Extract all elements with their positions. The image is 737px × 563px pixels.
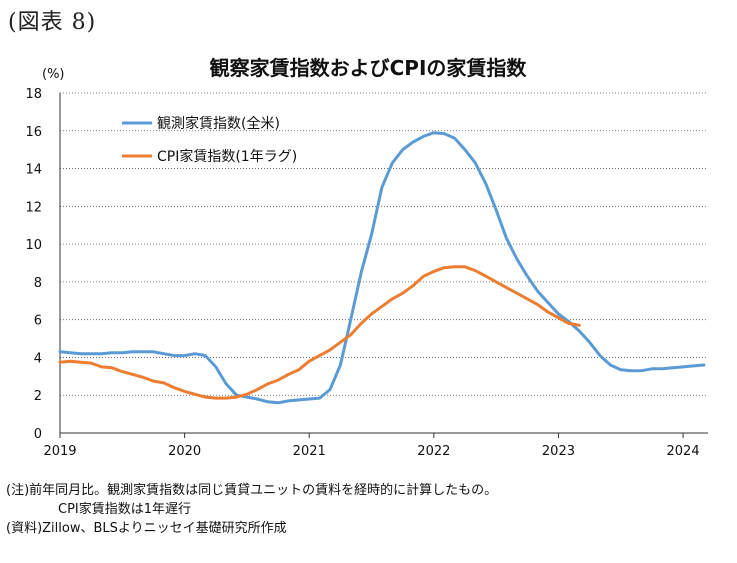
notes: (注)前年同月比。観測家賃指数は同じ賃貸ユニットの賃料を経時的に計算したもの。 … (6, 481, 497, 538)
y-tick-14: 14 (25, 163, 42, 178)
legend-label-2: CPI家賃指数(1年ラグ) (157, 148, 297, 165)
y-axis-unit: (%) (42, 67, 65, 82)
y-tick-8: 8 (34, 276, 42, 291)
y-tick-labels: 0 2 4 6 8 10 12 14 16 18 (25, 87, 42, 442)
figure-label: (図表 8) (8, 10, 97, 35)
y-tick-2: 2 (34, 389, 42, 404)
x-tick-labels: 2019 2020 2021 2022 2023 2024 (43, 433, 700, 459)
y-tick-12: 12 (25, 200, 42, 215)
axes (59, 93, 708, 434)
x-tick-2020: 2020 (168, 444, 201, 459)
y-tick-0: 0 (34, 427, 42, 442)
series-lines (58, 131, 706, 405)
source-line: (資料)Zillow、BLSよりニッセイ基礎研究所作成 (6, 521, 287, 536)
y-tick-16: 16 (25, 125, 42, 140)
gridlines (60, 92, 708, 396)
line-chart: 観察家賃指数およびCPIの家賃指数 (%) 0 2 4 6 8 10 12 14 16 18 20… (25, 56, 708, 459)
x-tick-2023: 2023 (542, 444, 575, 459)
y-tick-4: 4 (34, 351, 42, 366)
y-tick-6: 6 (34, 314, 42, 329)
x-tick-2019: 2019 (43, 444, 76, 459)
x-tick-2021: 2021 (293, 444, 326, 459)
series-line-1 (58, 131, 706, 405)
note-line-2: CPI家賃指数は1年遅行 (58, 502, 192, 517)
chart-title: 観察家賃指数およびCPIの家賃指数 (210, 56, 528, 80)
legend: 観測家賃指数(全米) CPI家賃指数(1年ラグ) (122, 115, 297, 165)
note-line-1: (注)前年同月比。観測家賃指数は同じ賃貸ユニットの賃料を経時的に計算したもの。 (6, 483, 498, 498)
series-line-2 (58, 265, 581, 400)
y-tick-18: 18 (25, 87, 42, 102)
y-tick-10: 10 (25, 238, 42, 253)
x-tick-2022: 2022 (417, 444, 450, 459)
legend-label-1: 観測家賃指数(全米) (157, 115, 280, 132)
x-tick-2024: 2024 (667, 444, 700, 459)
